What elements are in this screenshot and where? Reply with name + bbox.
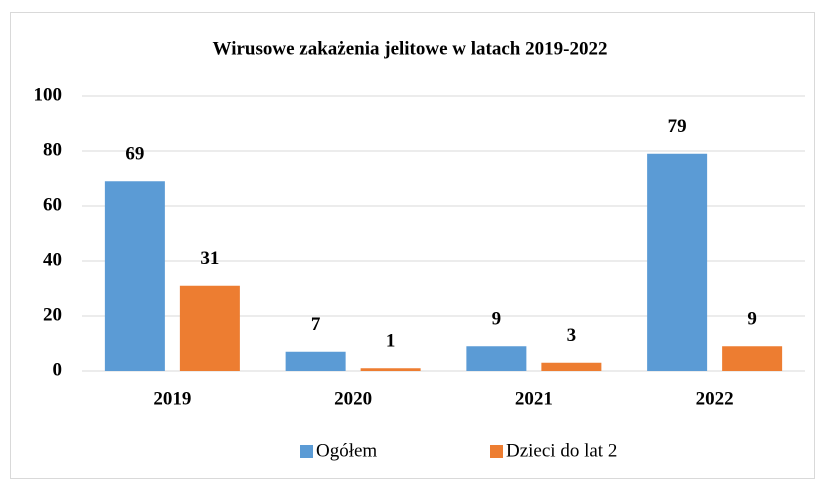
y-tick-label: 60 [43, 194, 62, 215]
x-tick-label: 2022 [696, 388, 734, 409]
legend-label: Dzieci do lat 2 [506, 440, 617, 461]
data-label: 9 [747, 309, 757, 330]
x-tick-label: 2019 [153, 388, 191, 409]
bar [104, 181, 165, 371]
y-tick-label: 100 [34, 84, 63, 105]
data-label: 9 [492, 309, 502, 330]
bar [360, 368, 421, 371]
bar [647, 153, 708, 371]
bar [179, 285, 240, 371]
data-label: 79 [668, 116, 687, 137]
bar [466, 346, 527, 371]
legend-swatch [300, 445, 313, 458]
y-tick-label: 0 [53, 359, 63, 380]
data-label: 3 [567, 325, 577, 346]
legend-label: Ogółem [316, 440, 377, 461]
y-tick-label: 40 [43, 249, 62, 270]
x-tick-label: 2021 [515, 388, 553, 409]
data-label: 1 [386, 331, 396, 352]
y-tick-label: 80 [43, 139, 62, 160]
bar [722, 346, 783, 371]
bar [285, 351, 346, 371]
x-tick-label: 2020 [334, 388, 372, 409]
chart-title: Wirusowe zakażenia jelitowe w latach 201… [213, 38, 608, 59]
data-label: 69 [125, 144, 144, 165]
data-label: 7 [311, 314, 321, 335]
y-tick-label: 20 [43, 304, 62, 325]
data-label: 31 [200, 248, 219, 269]
legend-swatch [490, 445, 503, 458]
bar [541, 362, 602, 371]
